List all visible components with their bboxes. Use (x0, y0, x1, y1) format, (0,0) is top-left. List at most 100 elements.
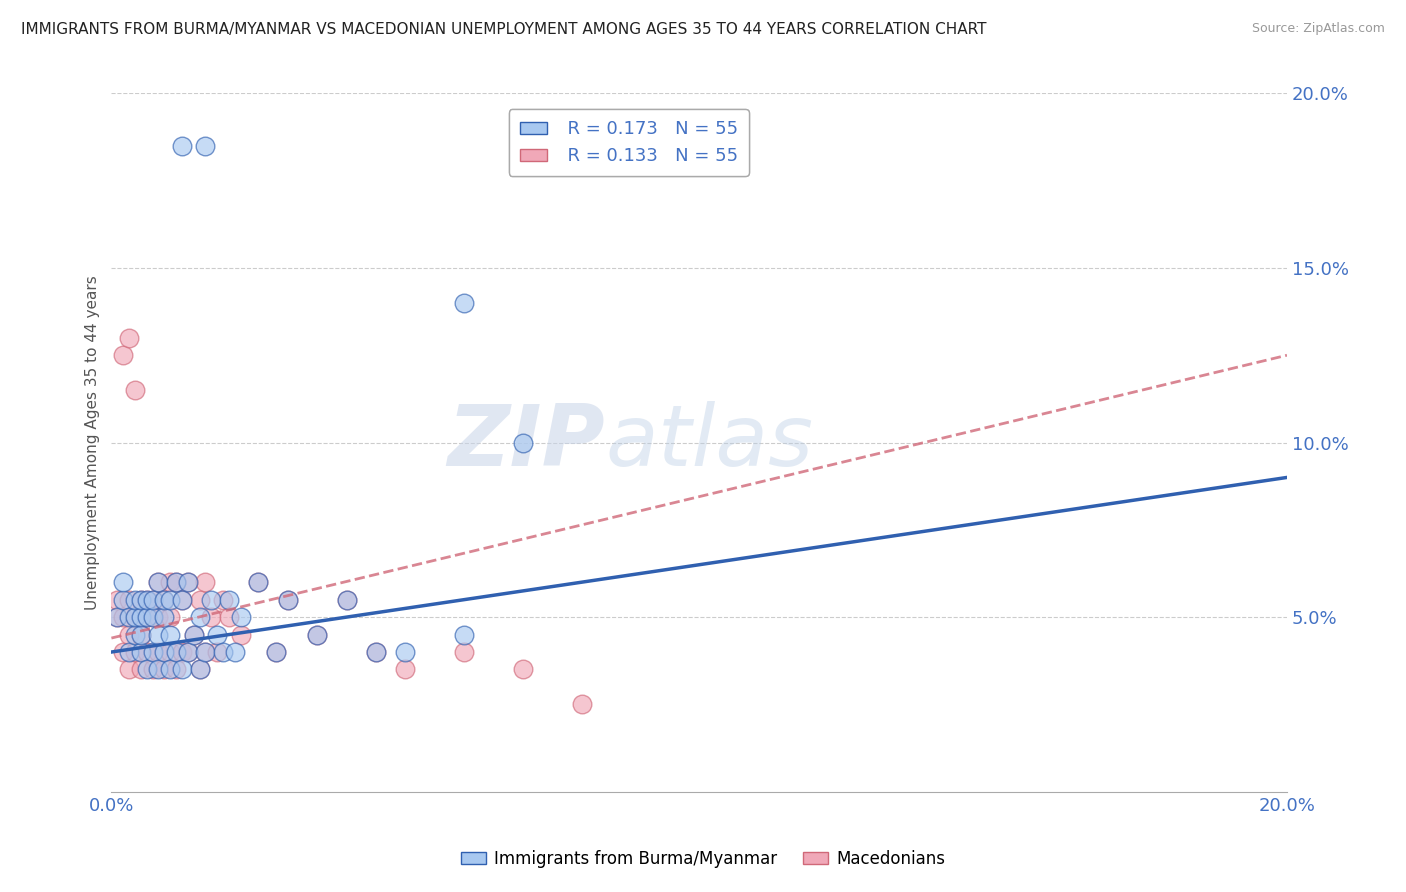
Point (159, 627, 181, 641)
Point (148, 610, 170, 624)
Point (571, 698, 593, 712)
Point (247, 575, 270, 590)
Point (129, 663, 152, 677)
Point (170, 592, 193, 607)
Point (212, 645, 235, 659)
Point (112, 592, 135, 607)
Point (112, 348, 135, 362)
Point (453, 296, 475, 310)
Point (264, 645, 287, 659)
Point (165, 575, 187, 590)
Point (205, 645, 228, 659)
Text: IMMIGRANTS FROM BURMA/MYANMAR VS MACEDONIAN UNEMPLOYMENT AMONG AGES 35 TO 44 YEA: IMMIGRANTS FROM BURMA/MYANMAR VS MACEDON… (21, 22, 987, 37)
Point (135, 663, 157, 677)
Point (135, 610, 157, 624)
Point (177, 645, 200, 659)
Point (307, 627, 329, 641)
Point (188, 592, 211, 607)
Point (188, 610, 211, 624)
Point (118, 331, 141, 345)
Point (135, 645, 157, 659)
Point (218, 592, 240, 607)
Point (118, 610, 141, 624)
Point (394, 645, 416, 659)
Text: ZIP: ZIP (447, 401, 605, 484)
Point (170, 138, 193, 153)
Point (118, 663, 141, 677)
Point (177, 645, 200, 659)
Point (118, 592, 141, 607)
Point (364, 645, 387, 659)
Point (335, 592, 357, 607)
Point (247, 575, 270, 590)
Point (105, 610, 128, 624)
Point (200, 592, 222, 607)
Point (124, 383, 146, 397)
Point (142, 592, 165, 607)
Point (124, 627, 146, 641)
Point (264, 645, 287, 659)
Point (148, 575, 170, 590)
Point (148, 645, 170, 659)
Point (194, 575, 217, 590)
Point (129, 592, 152, 607)
Legend:   R = 0.173   N = 55,   R = 0.133   N = 55: R = 0.173 N = 55, R = 0.133 N = 55 (509, 110, 748, 176)
Point (135, 610, 157, 624)
Point (129, 627, 152, 641)
Point (194, 645, 217, 659)
Point (124, 645, 146, 659)
Point (135, 592, 157, 607)
Point (165, 645, 187, 659)
Point (112, 610, 135, 624)
Point (118, 645, 141, 659)
Point (112, 645, 135, 659)
Point (188, 663, 211, 677)
Point (183, 627, 205, 641)
Point (142, 592, 165, 607)
Legend: Immigrants from Burma/Myanmar, Macedonians: Immigrants from Burma/Myanmar, Macedonia… (454, 844, 952, 875)
Point (118, 627, 141, 641)
Point (212, 592, 235, 607)
Point (170, 592, 193, 607)
Point (105, 610, 128, 624)
Point (142, 610, 165, 624)
Point (159, 663, 181, 677)
Point (183, 627, 205, 641)
Point (335, 592, 357, 607)
Point (364, 645, 387, 659)
Point (165, 575, 187, 590)
Point (148, 627, 170, 641)
Point (142, 663, 165, 677)
Point (129, 610, 152, 624)
Point (200, 610, 222, 624)
Point (453, 645, 475, 659)
Point (159, 575, 181, 590)
Point (165, 663, 187, 677)
Point (159, 645, 181, 659)
Point (453, 627, 475, 641)
Point (277, 592, 299, 607)
Point (153, 663, 176, 677)
Point (153, 645, 176, 659)
Point (170, 645, 193, 659)
Point (194, 138, 217, 153)
Point (205, 627, 228, 641)
Point (229, 627, 252, 641)
Point (229, 610, 252, 624)
Y-axis label: Unemployment Among Ages 35 to 44 years: Unemployment Among Ages 35 to 44 years (86, 275, 100, 610)
Point (142, 610, 165, 624)
Point (112, 575, 135, 590)
Point (148, 575, 170, 590)
Point (153, 592, 176, 607)
Point (124, 592, 146, 607)
Point (188, 663, 211, 677)
Text: Source: ZipAtlas.com: Source: ZipAtlas.com (1251, 22, 1385, 36)
Point (170, 663, 193, 677)
Point (224, 645, 246, 659)
Point (124, 610, 146, 624)
Point (177, 575, 200, 590)
Point (512, 435, 534, 450)
Point (394, 663, 416, 677)
Point (307, 627, 329, 641)
Point (177, 575, 200, 590)
